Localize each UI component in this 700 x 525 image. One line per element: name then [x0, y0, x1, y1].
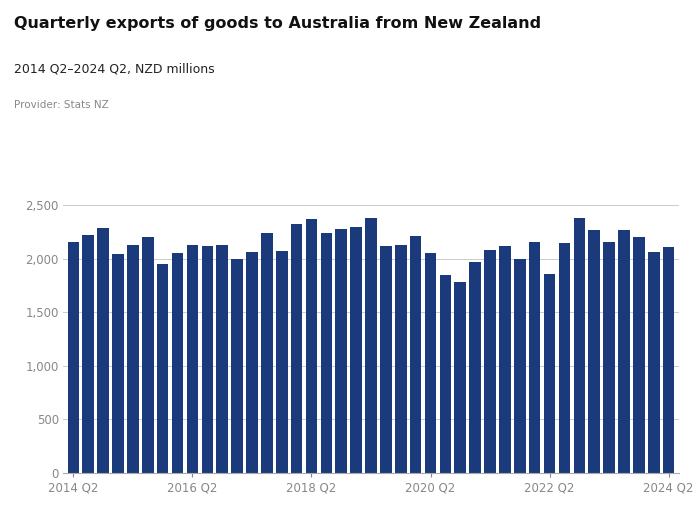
Bar	[172, 253, 183, 472]
Bar	[618, 230, 630, 472]
Bar	[321, 233, 332, 472]
Bar	[246, 252, 258, 472]
Bar	[216, 245, 228, 472]
Bar	[202, 246, 213, 472]
Bar	[589, 230, 600, 472]
Text: 2014 Q2–2024 Q2, NZD millions: 2014 Q2–2024 Q2, NZD millions	[14, 63, 215, 76]
Bar	[454, 281, 466, 472]
Bar	[603, 242, 615, 472]
Bar	[633, 237, 645, 472]
Bar	[410, 236, 421, 472]
Bar	[276, 251, 288, 472]
Bar	[663, 247, 674, 472]
Bar	[261, 233, 272, 472]
Bar	[573, 218, 585, 472]
Bar	[559, 243, 570, 472]
Bar	[112, 254, 124, 472]
Bar	[470, 262, 481, 472]
Bar	[290, 224, 302, 472]
Bar	[68, 242, 79, 472]
Bar	[365, 218, 377, 472]
Bar	[425, 253, 436, 472]
Bar	[350, 226, 362, 472]
Bar	[380, 246, 392, 472]
Text: Quarterly exports of goods to Australia from New Zealand: Quarterly exports of goods to Australia …	[14, 16, 541, 31]
Bar	[157, 265, 169, 472]
Bar	[499, 246, 511, 472]
Bar	[306, 218, 317, 472]
Bar	[231, 259, 243, 472]
Bar	[127, 245, 139, 472]
Bar	[83, 235, 94, 472]
Bar	[187, 245, 198, 472]
Bar	[335, 229, 347, 472]
Bar	[97, 228, 109, 472]
Bar	[395, 245, 407, 472]
Bar	[514, 259, 526, 472]
Text: figure.nz: figure.nz	[583, 22, 659, 35]
Bar	[142, 237, 153, 472]
Bar	[484, 250, 496, 472]
Bar	[529, 242, 540, 472]
Bar	[648, 252, 659, 472]
Bar	[440, 275, 452, 472]
Bar	[544, 274, 555, 472]
Text: Provider: Stats NZ: Provider: Stats NZ	[14, 100, 108, 110]
